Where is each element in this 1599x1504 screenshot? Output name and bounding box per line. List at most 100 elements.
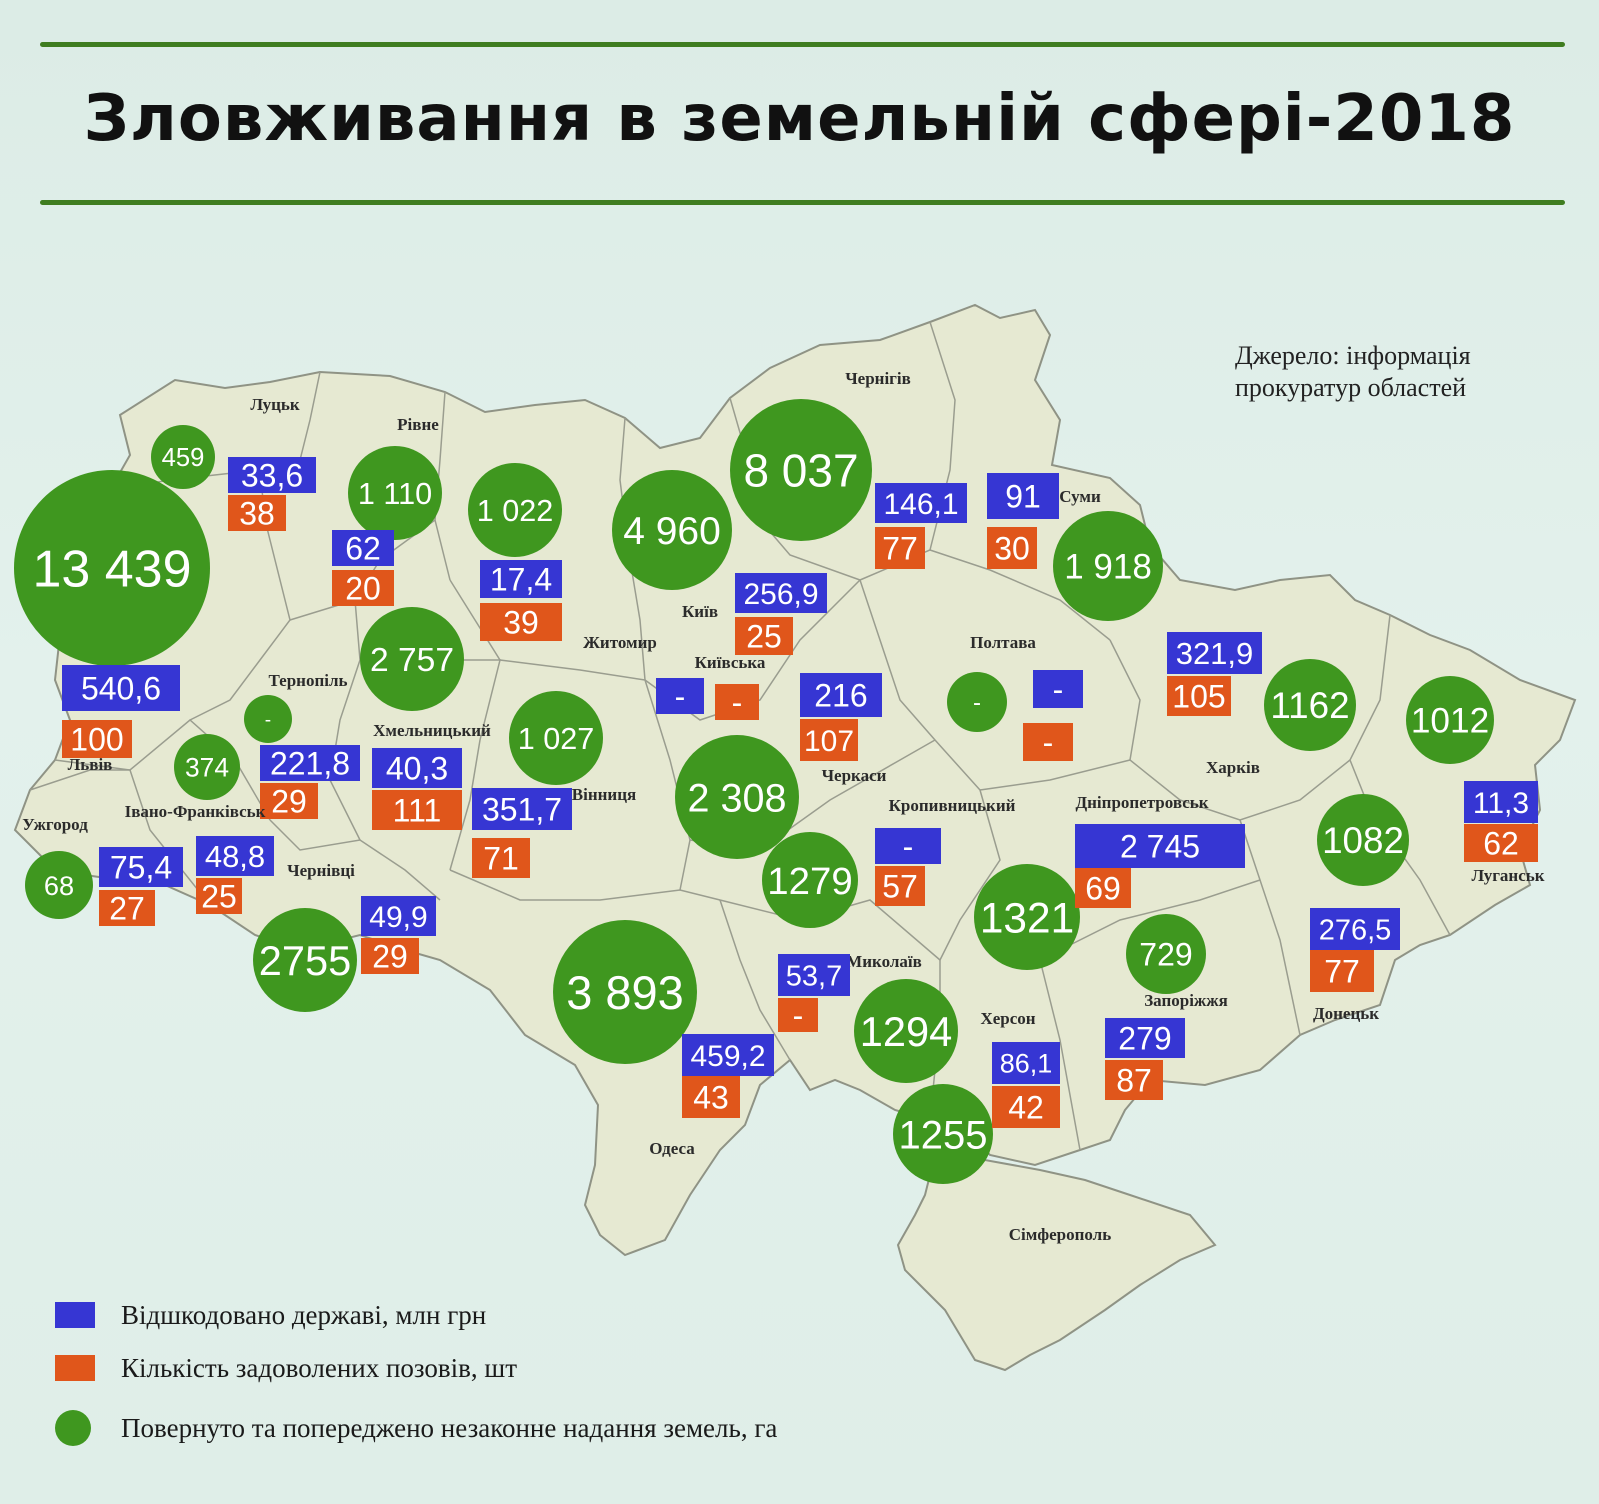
land-value: 1082: [1322, 820, 1404, 861]
lawsuits-value: 43: [693, 1080, 729, 1116]
land-bubble: [675, 735, 799, 859]
compensated-value: 459,2: [690, 1040, 765, 1073]
compensated-value: 40,3: [386, 751, 448, 787]
border-kirovohrad-dnipro: [939, 789, 1001, 961]
city-label: Черкаси: [822, 766, 887, 785]
border-poltava-dnipro: [979, 759, 1131, 791]
lawsuits-box: [1075, 868, 1131, 908]
compensated-value: 2 745: [1120, 829, 1200, 865]
city-label: Полтава: [970, 633, 1036, 652]
land-value: 3 893: [566, 966, 684, 1019]
city-label: Ужгород: [22, 815, 88, 834]
land-bubble: [468, 463, 562, 557]
compensated-box: [875, 828, 941, 864]
legend-land-label: Повернуто та попереджено незаконне надан…: [121, 1412, 778, 1443]
compensated-value: 17,4: [490, 562, 552, 598]
city-label: Івано-Франківськ: [125, 802, 266, 821]
legend-lawsuits-label: Кількість задоволених позовів, шт: [121, 1352, 518, 1383]
lawsuits-box: [332, 570, 394, 606]
compensated-box: [361, 896, 436, 936]
city-label: Вінниця: [572, 785, 636, 804]
compensated-value: 279: [1118, 1021, 1171, 1057]
border-kharkiv-donetsk: [1179, 759, 1351, 821]
border-khmelnytskyi-vinnytsia: [440, 659, 501, 871]
lawsuits-box: [472, 838, 530, 878]
lawsuits-box: [800, 719, 858, 761]
lawsuits-box: [196, 878, 242, 914]
land-value: 374: [185, 753, 229, 783]
land-value: 4 960: [623, 510, 721, 553]
border-sumy-poltava: [929, 549, 1111, 641]
lawsuits-box: [992, 1086, 1060, 1128]
land-value: 1255: [899, 1113, 988, 1157]
land-bubble: [14, 470, 210, 666]
lawsuits-value: 77: [882, 531, 918, 567]
legend-orange-swatch: [55, 1355, 95, 1381]
land-value: 1 918: [1064, 548, 1152, 587]
city-label: Одеса: [649, 1139, 695, 1158]
land-bubble: [253, 908, 357, 1012]
lawsuits-value: 71: [483, 841, 519, 877]
top-decorative-rule: [40, 42, 1565, 47]
lawsuits-value: 69: [1085, 871, 1121, 907]
land-bubble: [974, 864, 1080, 970]
land-bubble: [854, 979, 958, 1083]
lawsuits-box: [260, 783, 318, 819]
compensated-value: -: [675, 679, 686, 715]
lawsuits-value: 27: [109, 891, 145, 927]
compensated-value: 221,8: [270, 746, 350, 782]
city-label: Харків: [1206, 758, 1260, 777]
border-dnipro-zaporizhzhia: [1039, 879, 1261, 961]
legend-compensated-label: Відшкодовано державі, млн грн: [121, 1299, 487, 1330]
compensated-box: [1310, 908, 1400, 950]
compensated-box: [1033, 670, 1083, 708]
lawsuits-value: 100: [70, 722, 123, 758]
land-value: 1012: [1411, 702, 1489, 741]
border-zhytomyr-vinnytsia: [449, 579, 646, 681]
city-label: Донецьк: [1313, 1004, 1379, 1023]
lawsuits-box: [62, 720, 132, 758]
compensated-box: [656, 678, 704, 714]
compensated-box: [62, 665, 180, 711]
lawsuits-value: 107: [804, 725, 854, 758]
land-bubble: [1317, 794, 1409, 886]
land-value: 729: [1139, 937, 1192, 973]
city-label: Чернігів: [845, 369, 911, 388]
compensated-box: [735, 573, 827, 613]
lawsuits-box: [875, 527, 925, 569]
lawsuits-value: -: [1043, 725, 1054, 761]
lawsuits-value: 77: [1324, 954, 1360, 990]
compensated-box: [875, 483, 967, 523]
border-lviv-ivano-frankivsk: [54, 719, 271, 821]
source-note: Джерело: інформація прокуратур областей: [1235, 341, 1471, 402]
land-value: 1162: [1270, 685, 1349, 726]
lawsuits-box: [1023, 723, 1073, 761]
land-bubble: [947, 672, 1007, 732]
land-bubble: [1264, 659, 1356, 751]
lawsuits-value: 25: [201, 879, 237, 915]
city-label: Чернівці: [287, 861, 355, 880]
lawsuits-box: [1105, 1060, 1163, 1100]
lawsuits-value: 57: [882, 869, 918, 905]
city-label: Київ: [682, 602, 718, 621]
lawsuits-value: 25: [746, 619, 782, 655]
city-label: Житомир: [583, 633, 657, 652]
city-label: Суми: [1059, 487, 1101, 506]
border-lviv-ternopil: [189, 519, 291, 721]
land-bubble: [509, 691, 603, 785]
lawsuits-value: 29: [271, 784, 307, 820]
land-bubble: [360, 607, 464, 711]
compensated-box: [682, 1034, 774, 1076]
land-bubble: [25, 851, 93, 919]
compensated-value: 146,1: [883, 488, 958, 521]
compensated-box: [1075, 824, 1245, 868]
lawsuits-box: [480, 603, 562, 641]
city-label: Львів: [68, 755, 113, 774]
land-bubble: [1053, 511, 1163, 621]
lawsuits-value: 20: [345, 571, 381, 607]
compensated-box: [372, 748, 462, 788]
compensated-value: 91: [1005, 479, 1041, 515]
border-kharkiv-luhansk: [1349, 614, 1391, 811]
page-title: Зловживання в земельній сфері-2018: [83, 82, 1516, 156]
